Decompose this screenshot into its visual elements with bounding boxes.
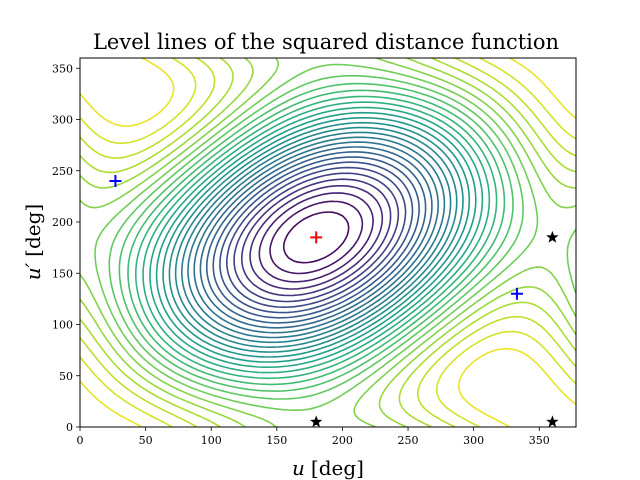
y-tick-label: 350 [52,62,73,75]
x-axis-unit: [deg] [311,456,364,480]
contour-level [94,63,576,411]
contour-level [174,126,458,348]
plot-frame [79,57,577,428]
contour-level [193,141,439,334]
max-plus-marker [310,231,323,244]
x-tick-label: 100 [201,434,222,447]
contour-level [127,89,506,386]
y-tick-label: 0 [66,421,73,434]
y-tick-label: 200 [52,216,73,229]
y-tick-label: 150 [52,267,73,280]
x-tick-label: 250 [398,434,419,447]
saddle-star-marker [310,415,323,428]
contour-level [80,58,576,427]
y-tick-label: 300 [52,114,73,127]
contour-level [181,131,452,344]
y-axis-label: u′ [deg] [21,204,45,280]
x-tick-label: 0 [77,434,84,447]
contour-level [80,58,576,427]
min-plus-marker [510,287,523,300]
contour-level [80,58,576,427]
contour-level [142,101,491,374]
contour-level [162,117,471,358]
x-tick-label: 200 [332,434,353,447]
x-tick-label: 150 [266,434,287,447]
contour-level [219,161,414,314]
chart-title: Level lines of the squared distance func… [93,30,559,54]
x-tick-label: 350 [529,434,550,447]
y-axis-unit: [deg] [21,204,45,257]
contour-level [80,58,576,427]
contour-level [282,211,350,264]
contour-level [108,74,524,400]
contour-level [187,136,446,339]
y-axis-variable: u′ [21,262,45,280]
x-axis-variable: u [292,456,305,480]
contour-level [258,192,374,283]
y-tick-label: 100 [52,319,73,332]
min-plus-marker [109,175,122,187]
x-axis-label: u [deg] [292,456,364,480]
axis-ticks: 0 50 100 150 200 250 300 350 0 50 100 150 200 250 300 3… [52,62,550,447]
saddle-star-marker [546,415,559,428]
contour-level [206,151,427,324]
y-tick-label: 250 [52,165,73,178]
contour-level [80,58,576,427]
contour-level [118,82,514,392]
contour-level [155,111,477,363]
contour-level [168,121,464,353]
contour-level [212,156,420,319]
x-tick-label: 300 [463,434,484,447]
contour-level [80,58,576,427]
contour-level [249,185,384,290]
saddle-star-marker [546,230,559,243]
y-tick-label: 50 [59,370,73,383]
contour-level [241,178,392,297]
critical-point-markers [109,175,559,428]
x-tick-label: 50 [139,434,153,447]
contour-level [135,95,498,380]
contour-level [149,106,484,368]
contour-level [199,146,433,329]
contour-level [269,200,364,275]
contour-level [226,166,407,308]
contour-lines [80,58,576,427]
contour-level [233,172,400,303]
